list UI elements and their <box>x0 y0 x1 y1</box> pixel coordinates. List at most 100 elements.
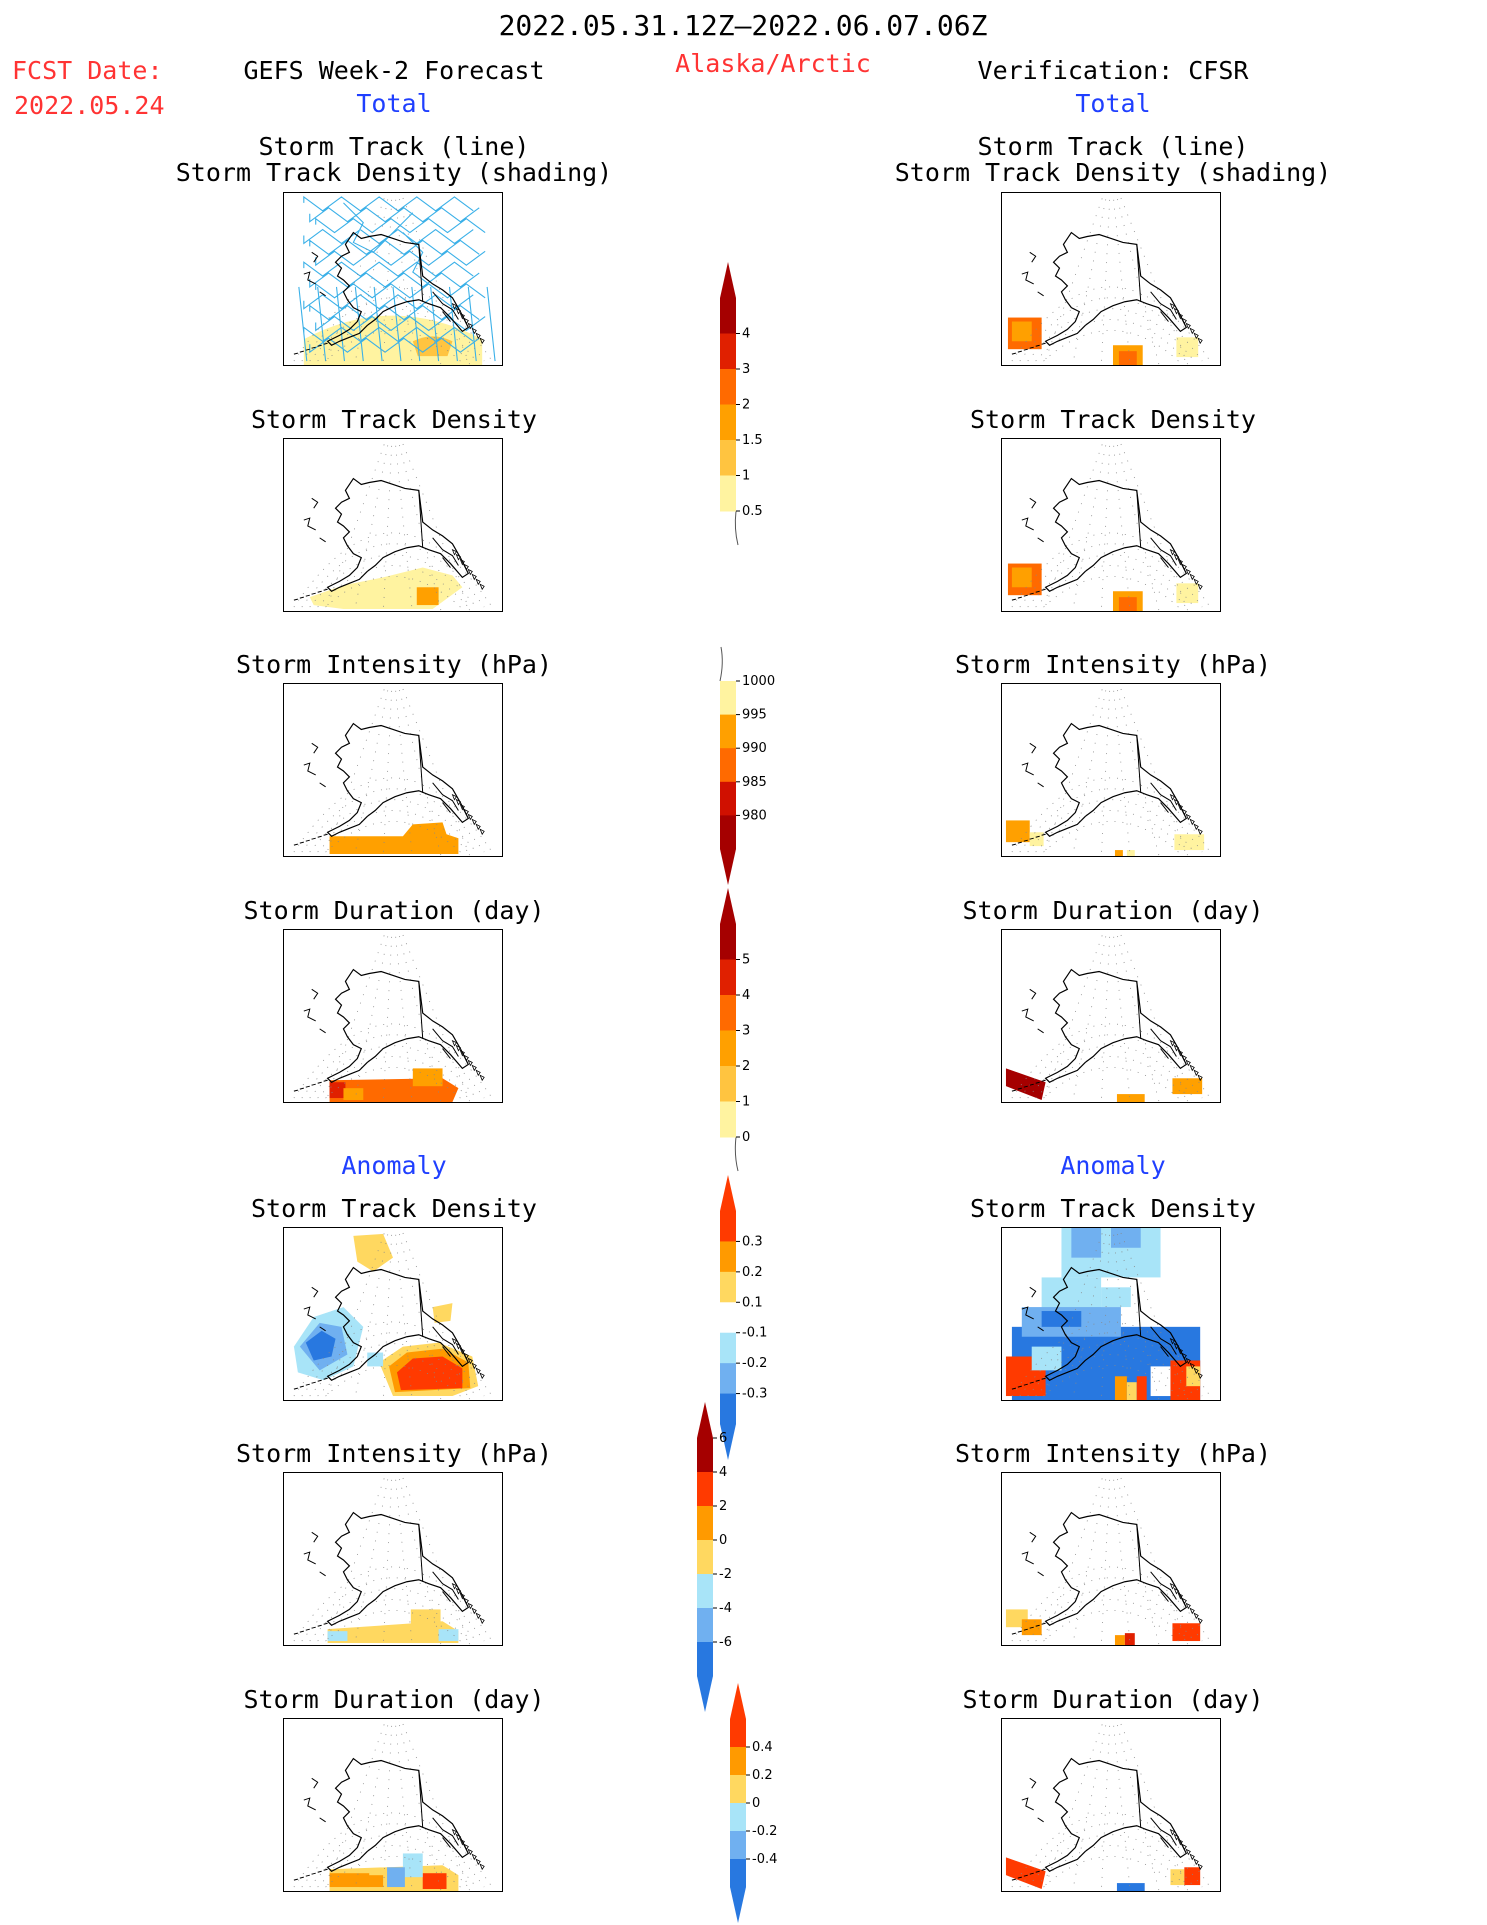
colorbar-arrow-bottom <box>720 849 736 885</box>
right-anom-duration-title: Storm Duration (day) <box>962 1685 1264 1714</box>
colorbar-label: 2 <box>742 1059 750 1074</box>
map-panel-left-intensity <box>283 683 503 857</box>
colorbar-label: 0 <box>752 1796 760 1811</box>
colorbar-label: 3 <box>742 1024 750 1039</box>
colorbar-swatch <box>720 1101 736 1138</box>
shading-cell <box>1011 567 1032 588</box>
shading-cell <box>1118 351 1137 365</box>
colorbar-swatch <box>720 298 736 334</box>
fcst-date-label: FCST Date: <box>12 56 163 85</box>
colorbar-arrow-top <box>720 262 736 298</box>
left-column-title: GEFS Week-2 Forecast <box>243 56 545 85</box>
colorbar-swatch <box>720 1030 736 1067</box>
shading-cell <box>412 1068 443 1087</box>
colorbar-label: -0.2 <box>742 1356 767 1371</box>
shading-cell <box>1176 583 1199 604</box>
shading-cell <box>1111 1228 1141 1248</box>
colorbar-label: -0.4 <box>752 1852 777 1867</box>
colorbar-swatch <box>720 1332 736 1364</box>
colorbar-swatch <box>720 1271 736 1303</box>
shading-cell <box>327 1631 348 1642</box>
shading-cell <box>416 587 439 606</box>
colorbar-label: 4 <box>742 327 750 342</box>
right-density-title: Storm Track Density <box>970 405 1256 434</box>
colorbar-label: 995 <box>742 708 767 723</box>
colorbar-swatch <box>720 714 736 749</box>
colorbar-swatch <box>720 440 736 476</box>
colorbar-label: 1.5 <box>742 433 763 448</box>
colorbar-intensity-anom: 6 4 2 0 -2 -4 -6 <box>697 1402 732 1712</box>
colorbar-label: 2 <box>719 1499 727 1514</box>
colorbar-label: -2 <box>719 1567 732 1582</box>
colorbar-label: 0.2 <box>742 1265 763 1280</box>
shading-area <box>1005 1857 1046 1890</box>
shading-cell <box>343 1088 364 1101</box>
shading-cell <box>422 1873 447 1890</box>
colorbar-swatch <box>720 1066 736 1102</box>
left-density-title: Storm Track Density <box>251 405 537 434</box>
colorbar-label: 4 <box>742 988 750 1003</box>
colorbar-swatch <box>720 369 736 405</box>
shading-cell <box>1041 1311 1082 1327</box>
colorbar-swatch <box>720 748 736 783</box>
colorbar-swatch <box>720 475 736 512</box>
map-panel-right-anom-duration <box>1001 1718 1221 1892</box>
colorbar-duration-total: 5 4 3 2 1 0 <box>720 888 750 1172</box>
colorbar-swatch <box>720 1241 736 1273</box>
colorbar-swatch <box>697 1472 713 1507</box>
colorbar-swatch <box>730 1831 746 1860</box>
colorbar-label: 1000 <box>742 674 775 689</box>
map-panel-left-density <box>283 438 503 612</box>
colorbar-label: 980 <box>742 808 767 823</box>
colorbar-arrow-top <box>730 1683 746 1719</box>
shading-cell <box>1114 1376 1127 1400</box>
colorbar-swatch <box>730 1775 746 1804</box>
colorbar-swatch <box>697 1642 713 1677</box>
shading-cell <box>1116 1883 1145 1891</box>
right-anom-density-title: Storm Track Density <box>970 1194 1256 1223</box>
colorbar-label: -0.3 <box>742 1387 767 1402</box>
shading-cell <box>1005 820 1030 843</box>
shading-area <box>309 567 463 610</box>
colorbar-swatch <box>720 1393 736 1425</box>
shading-cell <box>1126 1382 1137 1400</box>
shading-cell <box>1114 1635 1125 1645</box>
right-intensity-title: Storm Intensity (hPa) <box>954 650 1272 679</box>
colorbar-label: -6 <box>719 1635 732 1650</box>
shading-cell <box>359 1875 384 1888</box>
shading-cell <box>1184 1867 1201 1886</box>
map-panel-right-density <box>1001 438 1221 612</box>
colorbar-swatch <box>697 1540 713 1575</box>
colorbar-label: 5 <box>742 953 750 968</box>
colorbar-label: 0.5 <box>742 504 763 519</box>
colorbar-intensity-total: 1000 995 990 985 980 <box>719 646 775 885</box>
left-anomaly-label: Anomaly <box>341 1151 447 1180</box>
region-title: Alaska/Arctic <box>675 49 871 78</box>
shading-cell <box>1126 850 1135 856</box>
shading-cell <box>1176 337 1199 358</box>
shading-cell <box>1118 597 1137 611</box>
colorbar-tail-bottom <box>734 1136 739 1172</box>
colorbar-swatch <box>697 1574 713 1609</box>
map-panel-left-anom-duration <box>283 1718 503 1892</box>
colorbar-swatch <box>720 1211 736 1242</box>
colorbar-label: 0 <box>742 1130 750 1145</box>
left-total-label: Total <box>356 89 432 118</box>
left-track-line-title: Storm Track (line) <box>258 132 530 161</box>
left-anom-intensity-title: Storm Intensity (hPa) <box>235 1439 553 1468</box>
colorbar-swatch <box>720 959 736 996</box>
colorbar-arrow-top <box>697 1402 713 1438</box>
shading-cell <box>1186 1366 1201 1387</box>
shading-cell <box>1170 1869 1185 1886</box>
shading-cell <box>1029 832 1044 847</box>
map-panel-right-anom-density <box>1001 1227 1221 1401</box>
shading-cell <box>438 1629 459 1642</box>
colorbar-label: 0.1 <box>742 1295 763 1310</box>
colorbar-label: 0.3 <box>742 1234 763 1249</box>
colorbar-swatch <box>720 924 736 960</box>
colorbar-label: 990 <box>742 741 767 756</box>
colorbar-duration-anom: 0.4 0.2 0 -0.2 -0.4 <box>730 1683 777 1923</box>
shading-cell <box>1116 1094 1145 1102</box>
colorbar-label: 3 <box>742 362 750 377</box>
shading-area <box>432 1303 453 1323</box>
